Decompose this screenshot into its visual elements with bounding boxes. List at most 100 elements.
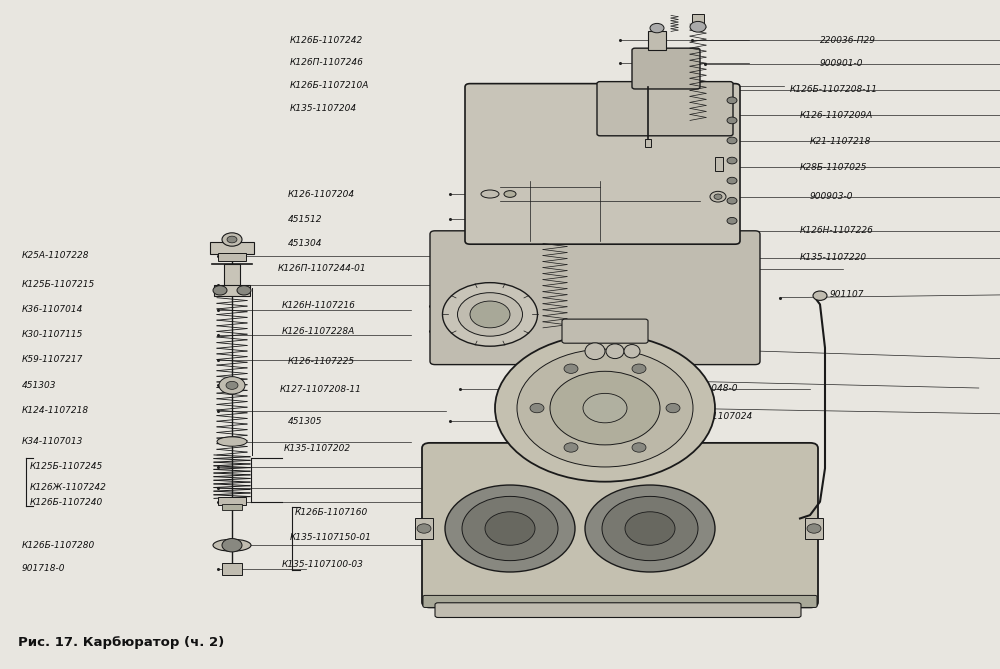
Text: К135-1107204: К135-1107204 [290,104,357,113]
Text: 220036-П29: 220036-П29 [820,35,876,45]
FancyBboxPatch shape [597,82,733,136]
Text: К126П-1107244-01: К126П-1107244-01 [278,264,367,274]
Bar [645,139,651,147]
Circle shape [445,485,575,572]
Text: К135-1107100-03: К135-1107100-03 [282,560,364,569]
Circle shape [813,291,827,300]
Text: К126Н-1107226: К126Н-1107226 [800,226,874,235]
Bar [222,504,242,510]
Text: К126-1107225: К126-1107225 [288,357,355,366]
Circle shape [727,157,737,164]
Text: К126Б-1107024: К126Б-1107024 [680,411,753,421]
Circle shape [213,286,227,295]
Text: К21-1107218: К21-1107218 [810,136,871,146]
Text: К30-1107115: К30-1107115 [22,330,83,339]
Circle shape [710,191,726,202]
Circle shape [517,349,693,467]
Circle shape [727,117,737,124]
Text: К135-1107202: К135-1107202 [284,444,351,453]
FancyBboxPatch shape [562,319,648,343]
Text: 900903-0: 900903-0 [810,192,854,201]
Circle shape [727,177,737,184]
Text: К135-1107150-01: К135-1107150-01 [290,533,372,543]
Bar [805,518,823,539]
Text: К34-1107013: К34-1107013 [22,437,83,446]
Ellipse shape [624,345,640,358]
Text: К126-1107209А: К126-1107209А [800,110,873,120]
FancyBboxPatch shape [422,443,818,607]
FancyBboxPatch shape [632,48,700,89]
Text: К126Б-1107160: К126Б-1107160 [295,508,368,517]
Ellipse shape [217,437,247,446]
Bar [218,497,246,505]
Circle shape [650,23,664,33]
Ellipse shape [213,539,251,551]
Circle shape [222,233,242,246]
Text: 900901-0: 900901-0 [820,59,864,68]
Text: К127-1107208-11: К127-1107208-11 [280,385,362,394]
Bar [210,242,254,254]
Text: К36-1107014: К36-1107014 [22,305,83,314]
Ellipse shape [442,283,538,347]
Bar [222,563,242,575]
Ellipse shape [585,343,605,360]
Text: К126Б-1107208-11: К126Б-1107208-11 [790,85,878,94]
Bar [692,14,704,24]
Text: К21-1107244: К21-1107244 [695,357,756,366]
Text: 451304: 451304 [288,239,322,248]
Circle shape [727,137,737,144]
Ellipse shape [504,191,516,197]
Circle shape [462,496,558,561]
Circle shape [227,236,237,243]
FancyBboxPatch shape [430,231,760,365]
Text: 451305: 451305 [288,417,322,426]
Ellipse shape [606,344,624,359]
Text: К126Б-1107280: К126Б-1107280 [22,541,95,550]
Text: К125Б-1107245: К125Б-1107245 [30,462,103,472]
Bar [715,157,723,171]
Text: К126Б-1107242: К126Б-1107242 [290,35,363,45]
Circle shape [690,21,706,32]
Circle shape [564,364,578,373]
Ellipse shape [458,293,522,337]
Circle shape [625,512,675,545]
Text: 901048-0: 901048-0 [695,383,738,393]
Bar [648,31,666,50]
Text: 451303: 451303 [22,381,56,390]
Circle shape [602,496,698,561]
Text: К59-1107217: К59-1107217 [22,355,83,365]
Circle shape [632,364,646,373]
Text: К126Ж-1107242: К126Ж-1107242 [30,483,107,492]
Circle shape [727,217,737,224]
Text: Рис. 17. Карбюратор (ч. 2): Рис. 17. Карбюратор (ч. 2) [18,636,224,649]
FancyBboxPatch shape [435,603,801,617]
Circle shape [585,485,715,572]
Bar [218,253,246,261]
Circle shape [237,286,251,295]
Text: 451512: 451512 [288,215,322,224]
Circle shape [632,443,646,452]
Bar [214,285,250,296]
Text: К126-1107228А: К126-1107228А [282,326,355,336]
Bar [415,518,433,539]
Circle shape [417,524,431,533]
Circle shape [714,194,722,199]
Circle shape [226,381,238,389]
Circle shape [219,377,245,394]
Circle shape [495,334,715,482]
Text: К124-1107218: К124-1107218 [22,406,89,415]
Text: К126Б-1107210А: К126Б-1107210А [290,81,369,90]
Bar [224,264,240,286]
Circle shape [222,539,242,552]
FancyBboxPatch shape [465,84,740,244]
Text: К126Б-1107240: К126Б-1107240 [30,498,103,507]
Text: К25А-1107228: К25А-1107228 [22,251,90,260]
Ellipse shape [470,301,510,328]
Circle shape [564,443,578,452]
Text: К135-1107220: К135-1107220 [800,253,867,262]
Circle shape [550,371,660,445]
Text: К125Б-1107215: К125Б-1107215 [22,280,95,290]
Circle shape [485,512,535,545]
Text: К126Н-1107216: К126Н-1107216 [282,301,356,310]
Circle shape [727,97,737,104]
